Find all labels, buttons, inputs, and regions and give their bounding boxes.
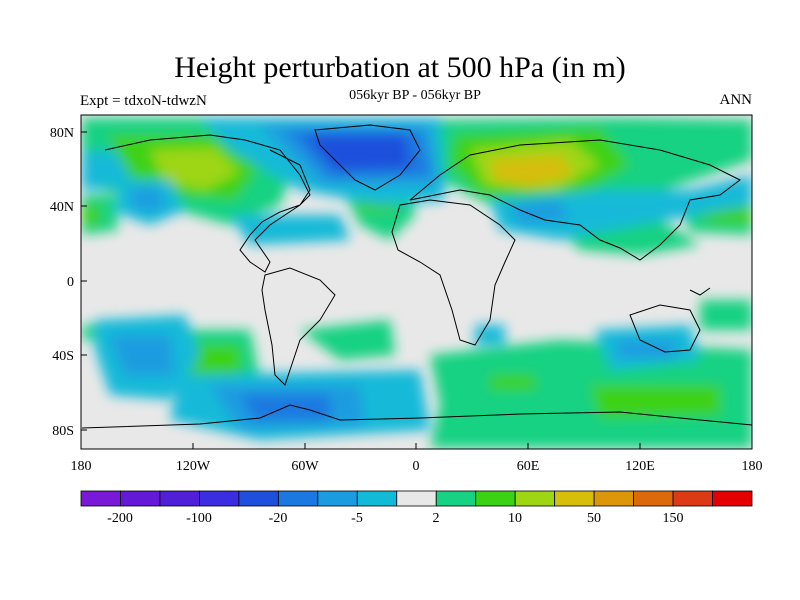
antarctica-coast xyxy=(81,404,752,429)
south-america-coast xyxy=(261,267,336,386)
colorbar-tick-label: 50 xyxy=(587,511,601,526)
experiment-label: Expt = tdxoN-tdwzN xyxy=(80,93,207,109)
colorbar-swatch xyxy=(80,490,121,507)
lon-tick-label: 120W xyxy=(176,459,211,474)
colorbar-tick-label: -20 xyxy=(269,511,288,526)
colorbar-swatch xyxy=(396,490,437,507)
contour-field xyxy=(81,115,752,449)
colorbar-tick-label: 150 xyxy=(663,511,684,526)
colorbar-swatch xyxy=(199,490,240,507)
colorbar-swatch xyxy=(672,490,713,507)
lon-tick-label: 60W xyxy=(291,459,319,474)
colorbar-swatch xyxy=(159,490,200,507)
australia-coast xyxy=(629,304,701,353)
colorbar-swatch xyxy=(554,490,595,507)
greenland-coast xyxy=(314,124,421,191)
longitude-axis: 180 120W 60W 0 60E 120E 180 xyxy=(71,443,763,474)
lat-tick-label: 0 xyxy=(67,275,74,290)
latitude-axis: 80N 40N 0 40S 80S xyxy=(50,126,87,439)
colorbar-tick-label: -5 xyxy=(351,511,363,526)
lat-tick-label: 80S xyxy=(52,424,74,439)
colorbar xyxy=(80,490,753,507)
lon-tick-label: 0 xyxy=(413,459,420,474)
coastlines xyxy=(81,124,752,429)
africa-coast xyxy=(391,199,516,346)
map-title: Height perturbation at 500 hPa (in m) xyxy=(174,51,626,84)
colorbar-swatch xyxy=(356,490,398,507)
lon-tick-label: 180 xyxy=(742,459,763,474)
colorbar-labels: -200 -100 -20 -5 2 10 50 150 xyxy=(107,511,683,526)
season-label: ANN xyxy=(719,92,753,108)
colorbar-tick-label: 10 xyxy=(508,511,522,526)
colorbar-tick-label: -100 xyxy=(186,511,212,526)
lon-tick-label: 120E xyxy=(625,459,655,474)
colorbar-tick-label: -200 xyxy=(107,511,133,526)
colorbar-swatch xyxy=(435,490,477,507)
map-subtitle: 056kyr BP - 056kyr BP xyxy=(349,88,481,103)
colorbar-swatch xyxy=(593,490,634,507)
colorbar-swatch xyxy=(317,490,358,507)
lon-tick-label: 60E xyxy=(517,459,540,474)
colorbar-swatch xyxy=(633,490,674,507)
colorbar-swatch xyxy=(120,490,161,507)
eurasia-coast xyxy=(409,139,741,261)
colorbar-swatch xyxy=(712,490,753,507)
colorbar-swatch xyxy=(475,490,516,507)
colorbar-swatch xyxy=(277,490,319,507)
north-america-coast xyxy=(104,134,311,273)
maritime-continent-coast xyxy=(689,287,711,296)
lat-tick-label: 40N xyxy=(50,200,74,215)
lat-tick-label: 40S xyxy=(52,349,74,364)
lon-tick-label: 180 xyxy=(71,459,92,474)
colorbar-swatch xyxy=(514,490,556,507)
lat-tick-label: 80N xyxy=(50,126,74,141)
colorbar-tick-label: 2 xyxy=(433,511,440,526)
colorbar-swatch xyxy=(238,490,279,507)
